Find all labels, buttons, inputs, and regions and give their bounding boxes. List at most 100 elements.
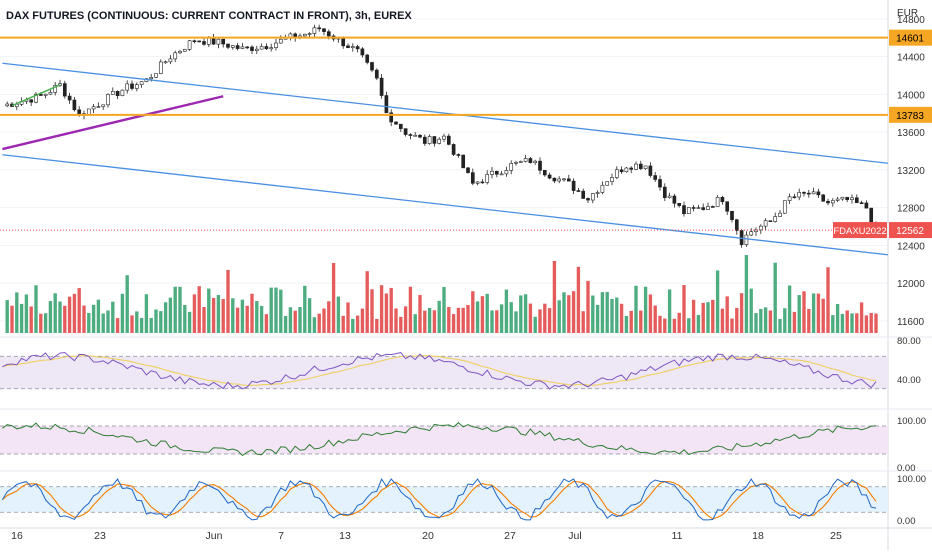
volume-bar	[144, 294, 149, 333]
volume-bar	[120, 293, 125, 333]
volume-bar	[658, 315, 662, 333]
time-tick-label: 27	[504, 530, 516, 542]
volume-bar	[375, 318, 379, 333]
symbol-label: FDAXU2022	[833, 226, 886, 237]
candle-body	[514, 161, 518, 164]
volume-bar	[730, 318, 734, 333]
candle-body	[101, 104, 106, 107]
candle-body	[845, 196, 850, 200]
volume-bar	[53, 293, 57, 333]
candle-body	[427, 136, 432, 144]
candle-body	[504, 170, 509, 175]
candle-body	[451, 144, 456, 155]
candles	[5, 24, 878, 248]
candle-body	[662, 186, 667, 198]
candle-body	[518, 161, 523, 163]
volume-bar	[615, 297, 619, 333]
volume-bar	[739, 293, 744, 333]
volume-bar	[221, 299, 225, 333]
candle-body	[374, 69, 379, 79]
volume-bar	[581, 311, 585, 333]
volume-bar	[480, 296, 485, 333]
volume-bar	[663, 318, 667, 333]
candle-body	[235, 45, 240, 49]
candle-body	[590, 193, 595, 201]
volume-bar	[135, 311, 139, 333]
candle-body	[610, 177, 614, 182]
volume-bar	[403, 306, 408, 333]
candle-body	[557, 178, 562, 182]
volume-bar	[754, 313, 758, 333]
volume-bar	[418, 294, 422, 333]
candle-body	[240, 46, 245, 49]
trend-line-support	[2, 95, 224, 151]
volume-bar	[711, 299, 715, 333]
stoch-axis-label: 0.00	[897, 516, 916, 527]
volume-bar	[427, 307, 432, 333]
candle-body	[720, 196, 725, 203]
candle-body	[394, 121, 398, 125]
volume-bar	[696, 314, 701, 333]
candle-body	[120, 89, 125, 96]
volume-bar	[744, 255, 749, 333]
candle-body	[658, 179, 662, 188]
candle-body	[350, 46, 355, 49]
candle-body	[840, 196, 845, 200]
volume-bar	[442, 286, 446, 333]
volume-bar	[807, 308, 811, 333]
candle-body	[869, 207, 874, 223]
volume-bar	[279, 289, 283, 333]
volume-bar	[187, 311, 192, 333]
candle-body	[360, 48, 365, 56]
volume-bar	[528, 303, 533, 333]
volume-bar	[269, 287, 273, 333]
volume-bar	[687, 318, 691, 333]
candle-body	[355, 46, 360, 50]
candle-body	[859, 202, 864, 204]
level-label: 13783	[896, 111, 924, 122]
candle-body	[782, 200, 787, 214]
volume-bar	[63, 305, 67, 333]
volume-bar	[82, 305, 86, 333]
candle-body	[206, 37, 211, 45]
price-axis: 11600 12000 12400 12800 13200 13600 14000 14400…	[897, 15, 925, 328]
candle-body	[485, 174, 490, 183]
volume-bar	[351, 318, 355, 333]
volume-bar	[139, 317, 144, 333]
last-price-tag	[889, 222, 932, 239]
volume-bar	[293, 310, 297, 333]
candle-body	[677, 203, 682, 206]
volume-bar	[183, 304, 187, 333]
candle-body	[715, 196, 720, 207]
volume-bar	[149, 318, 153, 333]
level-tag	[889, 29, 932, 46]
candle-body	[67, 95, 72, 101]
volume-bar	[413, 314, 417, 333]
candle-body	[230, 45, 235, 48]
volume-bar	[19, 303, 24, 333]
candle-body	[634, 163, 638, 170]
candle-body	[53, 85, 58, 93]
volume-bar	[283, 316, 288, 333]
volume-bar	[543, 303, 547, 333]
volume-bar	[821, 298, 825, 333]
candle-body	[125, 83, 130, 91]
volume-bar	[523, 294, 528, 333]
volume-bar	[106, 310, 110, 333]
time-tick-label: Jul	[568, 530, 581, 542]
candle-body	[835, 198, 840, 201]
candle-body	[379, 77, 384, 96]
price-tick-label: 11600	[897, 317, 925, 328]
volume-bar	[39, 313, 43, 333]
price-tick-label: 13600	[897, 128, 925, 139]
candle-body	[398, 123, 403, 129]
volume-bar	[672, 318, 677, 333]
rsi-ma-line	[2, 355, 877, 387]
candle-body	[408, 134, 413, 136]
candle-body	[307, 33, 312, 35]
volume-bar	[624, 315, 629, 333]
volume-bar	[567, 295, 571, 333]
volume-bar	[855, 313, 859, 333]
candle-body	[139, 81, 144, 85]
